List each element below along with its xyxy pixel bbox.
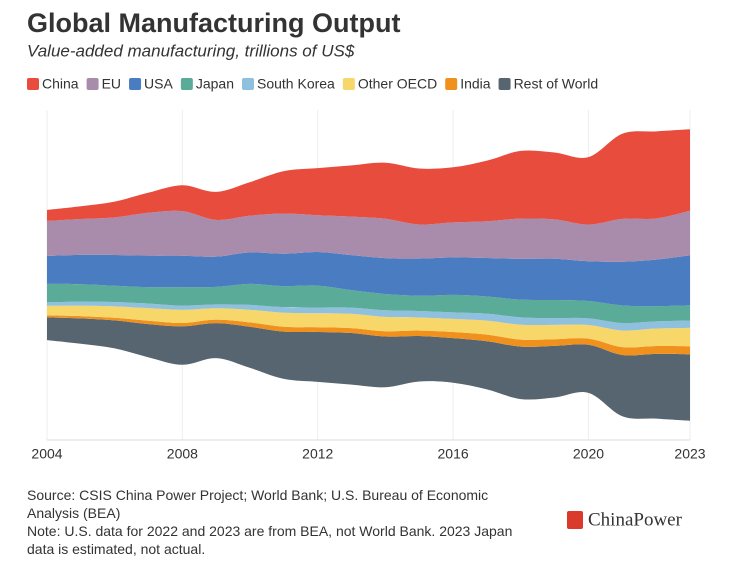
legend-swatch <box>129 78 142 90</box>
chart-title: Global Manufacturing Output <box>27 8 400 38</box>
note: Note: U.S. data for 2022 and 2023 are fr… <box>27 523 513 557</box>
x-tick-label: 2016 <box>438 446 469 462</box>
legend-label: China <box>42 76 79 92</box>
legend-swatch <box>180 78 193 90</box>
legend-label: USA <box>144 76 173 92</box>
legend-label: EU <box>102 76 121 92</box>
stream-layer <box>47 317 690 421</box>
legend-swatch <box>242 78 254 90</box>
x-tick-label: 2008 <box>167 446 198 462</box>
x-tick-label: 2004 <box>31 446 62 462</box>
stream-layer <box>47 129 690 225</box>
legend-swatch <box>445 78 458 90</box>
logo-icon <box>567 511 583 529</box>
stream-layer <box>47 251 690 307</box>
x-tick-label: 2012 <box>302 446 333 462</box>
legend-swatch <box>27 78 39 90</box>
legend-swatch <box>86 78 99 90</box>
x-tick-label: 2023 <box>674 446 705 462</box>
legend-label: India <box>460 76 491 92</box>
legend-label: South Korea <box>257 76 335 92</box>
stream-layer <box>47 305 690 348</box>
stream-layer <box>47 210 690 262</box>
logo-text: ChinaPower <box>588 509 683 530</box>
legend-label: Other OECD <box>358 76 437 92</box>
legend-swatch <box>498 78 511 90</box>
legend-label: Rest of World <box>514 76 599 92</box>
stream-layer <box>47 283 690 324</box>
source: Source: CSIS China Power Project; World … <box>27 487 489 521</box>
legend-label: Japan <box>196 76 234 92</box>
stream-layer <box>47 301 690 331</box>
stream-layer <box>47 315 690 356</box>
x-tick-label: 2020 <box>573 446 604 462</box>
legend-swatch <box>342 78 355 90</box>
chart-subtitle: Value-added manufacturing, trillions of … <box>27 41 355 60</box>
